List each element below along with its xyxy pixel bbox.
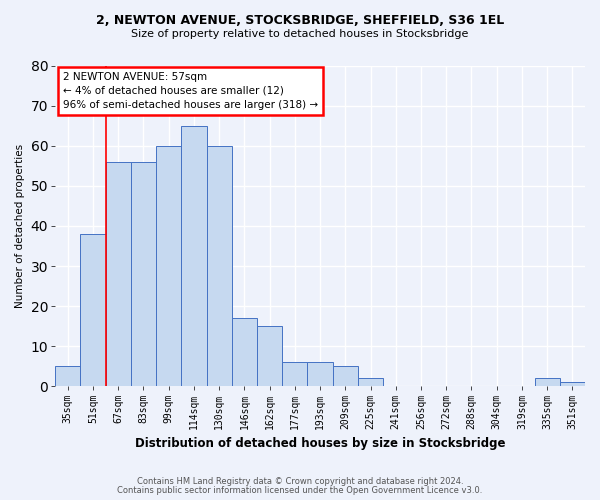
Bar — [232, 318, 257, 386]
Bar — [535, 378, 560, 386]
Bar — [55, 366, 80, 386]
Bar — [282, 362, 307, 386]
Bar — [106, 162, 131, 386]
Bar — [131, 162, 156, 386]
Text: Contains HM Land Registry data © Crown copyright and database right 2024.: Contains HM Land Registry data © Crown c… — [137, 477, 463, 486]
X-axis label: Distribution of detached houses by size in Stocksbridge: Distribution of detached houses by size … — [135, 437, 505, 450]
Text: 2, NEWTON AVENUE, STOCKSBRIDGE, SHEFFIELD, S36 1EL: 2, NEWTON AVENUE, STOCKSBRIDGE, SHEFFIEL… — [96, 14, 504, 27]
Bar — [358, 378, 383, 386]
Bar — [560, 382, 585, 386]
Bar — [206, 146, 232, 386]
Bar — [257, 326, 282, 386]
Text: Size of property relative to detached houses in Stocksbridge: Size of property relative to detached ho… — [131, 29, 469, 39]
Text: Contains public sector information licensed under the Open Government Licence v3: Contains public sector information licen… — [118, 486, 482, 495]
Bar — [181, 126, 206, 386]
Bar — [332, 366, 358, 386]
Bar — [307, 362, 332, 386]
Bar — [156, 146, 181, 386]
Text: 2 NEWTON AVENUE: 57sqm
← 4% of detached houses are smaller (12)
96% of semi-deta: 2 NEWTON AVENUE: 57sqm ← 4% of detached … — [63, 72, 318, 110]
Bar — [80, 234, 106, 386]
Y-axis label: Number of detached properties: Number of detached properties — [15, 144, 25, 308]
